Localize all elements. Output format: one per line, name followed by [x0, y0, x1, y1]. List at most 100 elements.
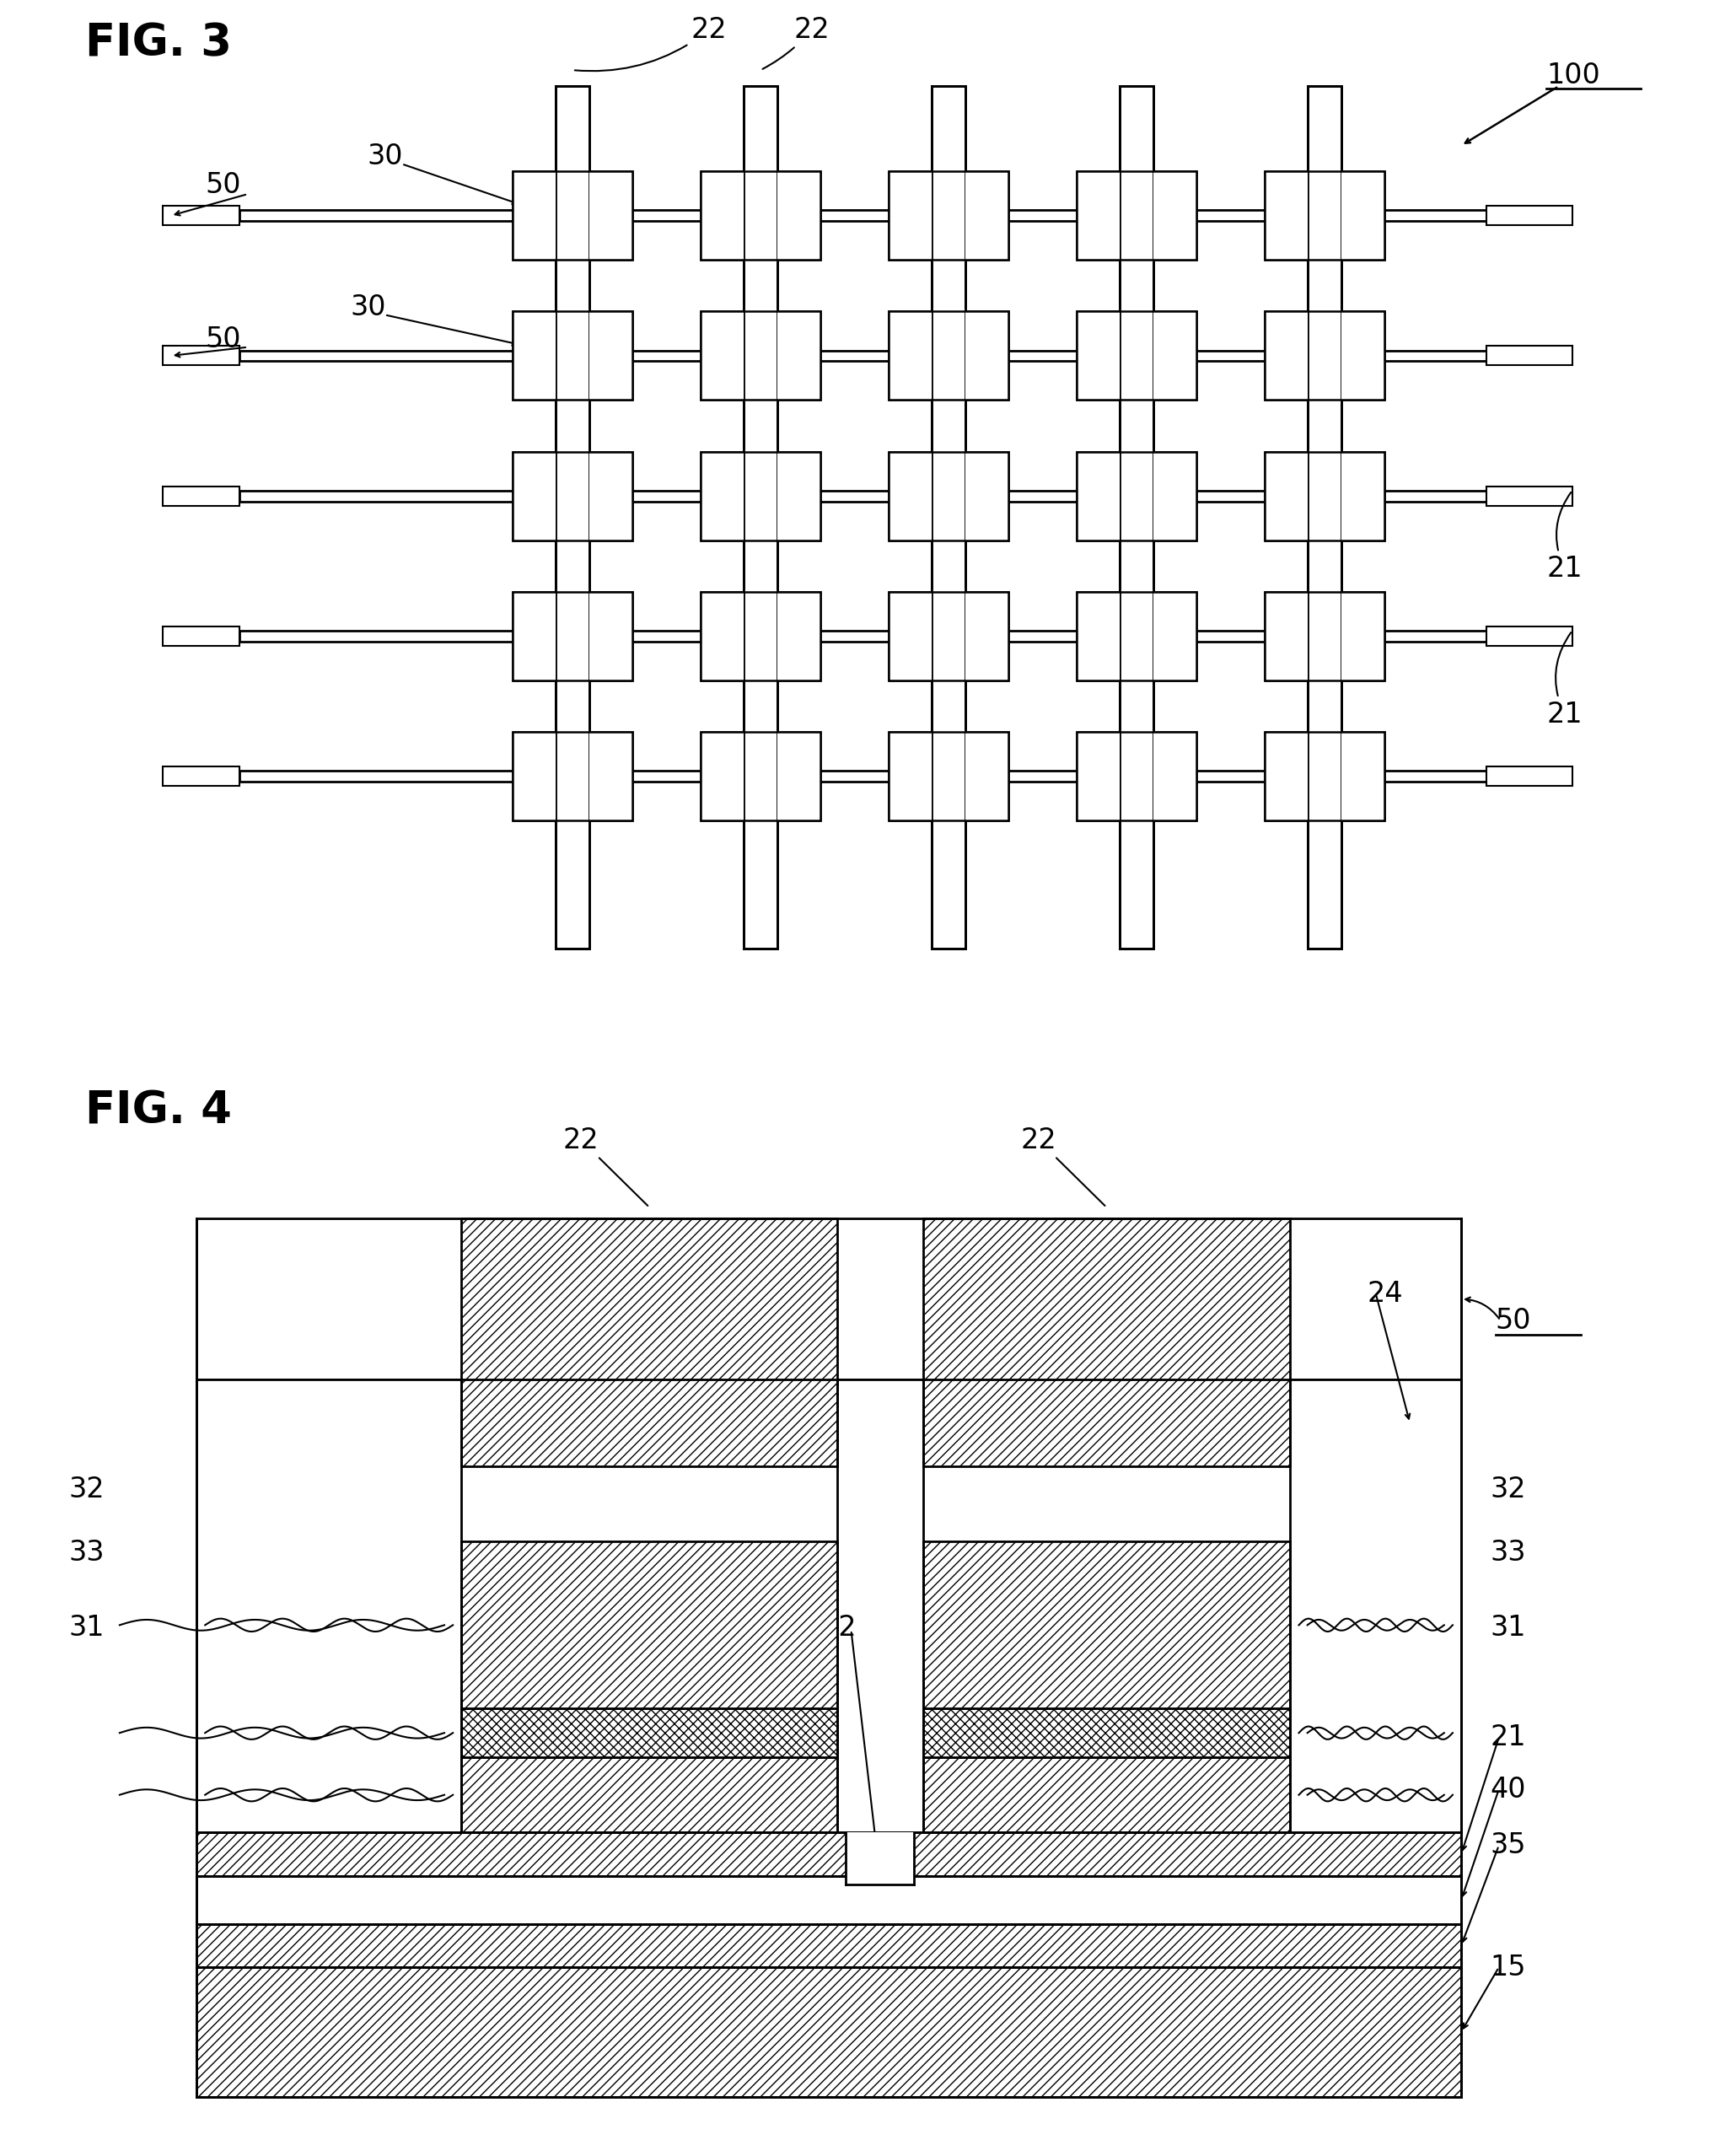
Bar — [590, 593, 632, 681]
Bar — [1154, 733, 1196, 821]
Bar — [1307, 729, 1342, 824]
Text: 32: 32 — [68, 1477, 104, 1503]
Bar — [1307, 591, 1342, 683]
Bar — [1265, 453, 1384, 541]
Bar — [931, 591, 966, 683]
Bar — [931, 170, 966, 261]
Bar — [162, 207, 239, 226]
Bar — [931, 729, 966, 824]
Polygon shape — [846, 1833, 914, 1884]
Bar — [461, 1218, 837, 1466]
Bar — [1119, 86, 1154, 949]
Bar — [1119, 729, 1154, 824]
Bar — [1077, 172, 1196, 261]
Text: 42: 42 — [820, 1615, 856, 1641]
Bar — [555, 86, 590, 949]
Bar — [889, 593, 931, 681]
Bar — [1265, 313, 1384, 401]
Bar — [701, 172, 820, 261]
Bar — [1077, 313, 1196, 401]
Bar — [1077, 733, 1196, 821]
Bar — [1077, 593, 1196, 681]
Bar — [513, 733, 632, 821]
Bar — [701, 313, 820, 401]
Bar — [889, 593, 1008, 681]
Bar — [1342, 453, 1384, 541]
Bar — [1342, 733, 1384, 821]
Text: FIG. 3: FIG. 3 — [85, 22, 232, 65]
Bar — [701, 172, 820, 261]
Bar — [701, 733, 820, 821]
Bar — [1487, 487, 1572, 507]
Text: 21: 21 — [1547, 492, 1583, 582]
Bar — [923, 1708, 1290, 1757]
Text: 33: 33 — [1490, 1539, 1526, 1565]
Bar — [778, 313, 820, 401]
Bar — [1119, 86, 1154, 949]
Bar — [1077, 453, 1196, 541]
Bar — [701, 313, 820, 401]
Bar — [461, 1757, 837, 1833]
Bar — [889, 313, 931, 401]
Bar — [1265, 593, 1307, 681]
Bar — [1265, 172, 1384, 261]
Bar — [197, 1380, 461, 1833]
Bar — [743, 310, 778, 403]
Bar — [1119, 451, 1154, 543]
Bar — [743, 729, 778, 824]
Text: 32: 32 — [1490, 1477, 1526, 1503]
Bar — [701, 453, 820, 541]
Bar — [1487, 347, 1572, 367]
Bar — [513, 593, 632, 681]
Bar — [931, 451, 966, 543]
Bar — [1487, 627, 1572, 647]
Bar — [162, 487, 239, 507]
Bar — [743, 451, 778, 543]
Bar — [1307, 86, 1342, 949]
Bar — [555, 310, 590, 403]
Text: 21: 21 — [1490, 1725, 1526, 1751]
Bar — [1077, 313, 1119, 401]
Text: 31: 31 — [68, 1615, 104, 1641]
Bar — [1119, 170, 1154, 261]
Bar — [513, 172, 632, 261]
Bar — [513, 313, 632, 401]
Bar — [513, 172, 555, 261]
Bar — [1119, 591, 1154, 683]
Bar — [162, 627, 239, 647]
Bar — [889, 453, 1008, 541]
Bar — [743, 86, 778, 949]
Text: 30: 30 — [350, 293, 386, 321]
Text: 40: 40 — [1490, 1777, 1526, 1802]
Bar — [239, 211, 1487, 220]
Bar — [513, 593, 555, 681]
Bar — [837, 1380, 923, 1833]
Bar — [701, 733, 820, 821]
Text: 24: 24 — [1367, 1281, 1403, 1307]
Bar — [889, 313, 1008, 401]
Text: 15: 15 — [1490, 1953, 1526, 1981]
Bar — [743, 170, 778, 261]
Bar — [555, 86, 590, 949]
Bar — [931, 86, 966, 949]
Bar — [701, 593, 743, 681]
Bar — [197, 1833, 1461, 1876]
Bar — [1154, 593, 1196, 681]
Bar — [701, 733, 743, 821]
Bar — [1265, 593, 1384, 681]
Bar — [966, 172, 1008, 261]
Bar — [701, 453, 743, 541]
Bar — [966, 313, 1008, 401]
Text: 50: 50 — [205, 172, 241, 198]
Bar — [778, 593, 820, 681]
Bar — [1077, 733, 1119, 821]
Bar — [889, 733, 1008, 821]
Bar — [1077, 453, 1119, 541]
Bar — [513, 733, 555, 821]
Bar — [1154, 453, 1196, 541]
Bar — [590, 313, 632, 401]
Bar — [701, 313, 743, 401]
Bar — [239, 630, 1487, 642]
Bar — [743, 591, 778, 683]
Bar — [1077, 733, 1196, 821]
